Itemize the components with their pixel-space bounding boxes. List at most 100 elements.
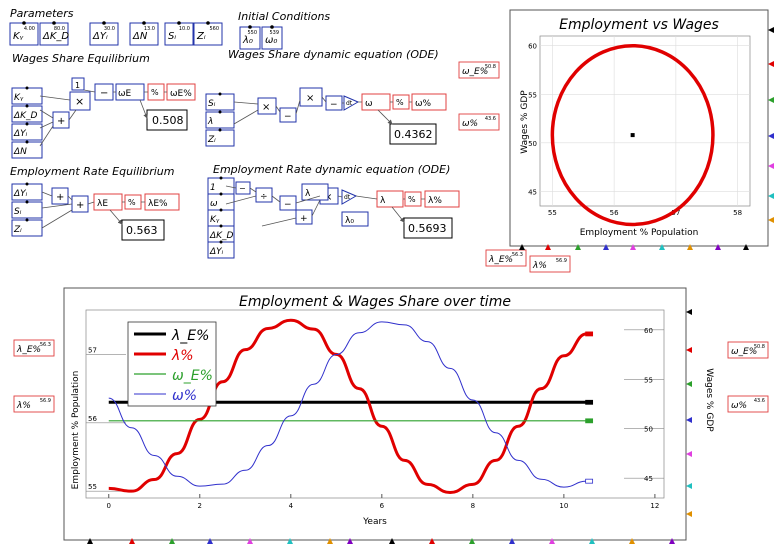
eq-inputs-input-2[interactable]: Zᵢ — [11, 218, 43, 237]
svg-text:−: − — [239, 184, 246, 193]
subtract-block-2[interactable] — [279, 107, 297, 123]
svg-text:λE: λE — [97, 199, 108, 209]
wo-inputs-input-1[interactable]: λ — [205, 110, 235, 129]
svg-text:Kᵧ: Kᵧ — [210, 215, 220, 225]
phase-plot-area — [539, 35, 751, 207]
wq-inputs-input-0[interactable]: Kᵧ — [11, 86, 43, 105]
svg-text:λ: λ — [380, 196, 386, 206]
wq-inputs-input-3[interactable]: ΔN — [11, 140, 43, 159]
phase-plot[interactable]: Employment vs Wages 55 56 57 58 45 50 55 60 Emp… — [509, 9, 769, 247]
eq-inputs-input-0[interactable]: ΔYᵢ — [11, 182, 43, 201]
phase-right-port-6 — [768, 217, 774, 223]
phase-ytick-1: 50 — [528, 140, 537, 148]
lambda-feedback[interactable] — [301, 183, 329, 201]
constant-one-block[interactable] — [71, 77, 85, 91]
divide-block[interactable] — [255, 187, 273, 203]
param-label-4: Sᵢ — [168, 31, 176, 42]
lambda0-input[interactable] — [341, 211, 369, 227]
phase-right-port-1 — [768, 61, 774, 67]
time-right-port-2 — [686, 381, 692, 387]
time-ylabel-right: Wages % GDP — [704, 368, 714, 432]
side-tag-0[interactable]: ω_E%50.8 — [458, 61, 500, 79]
time-port-8 — [389, 538, 395, 544]
phase-cycle-curve — [550, 43, 715, 227]
phase-tick-labels: 55 56 57 58 45 50 55 60 — [528, 43, 742, 217]
svg-text:%: % — [151, 88, 159, 97]
param-value-3: 13.0 — [144, 26, 155, 32]
time-ytick-0: 55 — [88, 483, 97, 491]
side-tag-2[interactable]: λ_E%56.3 — [485, 249, 527, 267]
svg-text:56.3: 56.3 — [40, 342, 51, 348]
svg-text:ΔN: ΔN — [13, 147, 27, 157]
svg-text:1: 1 — [75, 81, 80, 90]
eo-inputs-input-4[interactable]: ΔYᵢ — [207, 240, 235, 259]
svg-text:Kᵧ: Kᵧ — [14, 93, 24, 103]
phase-ytick-3: 60 — [528, 43, 537, 51]
time-xlabel: Years — [362, 517, 387, 527]
phase-plot-title: Employment vs Wages — [559, 17, 719, 33]
svg-text:Sᵢ: Sᵢ — [14, 207, 22, 217]
wages-eq-diagram: Kᵧ ΔK_D ΔYᵢ ΔN 1 × − + ωE % ωE% 0.508 — [11, 77, 196, 159]
phase-port-8 — [743, 244, 749, 250]
time-port-1 — [129, 538, 135, 544]
wages-ode-display — [389, 123, 437, 145]
time-series-1 — [108, 318, 587, 495]
sum-block-4[interactable] — [295, 209, 313, 225]
param-block-1[interactable]: ΔK_D80.0 — [39, 21, 69, 46]
phase-port-6 — [687, 244, 693, 250]
side-tag-4[interactable]: λ_E%56.3 — [13, 339, 55, 357]
svg-text:Zᵢ: Zᵢ — [13, 225, 22, 235]
phase-xtick-0: 55 — [548, 209, 557, 217]
time-marks — [108, 318, 594, 495]
multiply-block[interactable] — [69, 91, 91, 111]
phase-port-7 — [715, 244, 721, 250]
wo-inputs-input-2[interactable]: Zᵢ — [205, 128, 235, 147]
emp-eq-diagram: ΔYᵢ Sᵢ Zᵢ + + λE % λE% 0.563 — [11, 182, 180, 241]
time-xtick-6: 12 — [650, 502, 659, 510]
svg-text:λE%: λE% — [148, 199, 168, 209]
eo-inputs-input-3[interactable]: ΔK_D — [207, 224, 235, 243]
svg-text:56.9: 56.9 — [556, 258, 567, 264]
eq-inputs-input-1[interactable]: Sᵢ — [11, 200, 43, 219]
eo-inputs-input-2[interactable]: Kᵧ — [207, 208, 235, 227]
phase-port-4 — [630, 244, 636, 250]
eo-inputs-input-0[interactable]: 1 — [207, 176, 235, 195]
svg-text:λ: λ — [207, 117, 213, 127]
phase-right-port-4 — [768, 163, 774, 169]
side-tag-1[interactable]: ω% 43.6 — [458, 113, 500, 131]
side-tag-5[interactable]: λ% 56.9 — [13, 395, 55, 413]
svg-text:ω: ω — [365, 99, 373, 109]
eo-inputs-input-1[interactable]: ω — [207, 192, 235, 211]
svg-text:ω_E%: ω_E% — [462, 67, 488, 77]
section-title-initial-conditions: Initial Conditions — [238, 10, 330, 23]
svg-text:λ%: λ% — [16, 401, 31, 411]
time-right-port-6 — [686, 511, 692, 517]
side-tag-3[interactable]: λ% 56.9 — [529, 255, 571, 273]
time-plot[interactable]: Employment & Wages Share over time 0 2 4 6 8… — [63, 287, 714, 541]
wo-inputs-input-0[interactable]: Sᵢ — [205, 92, 235, 111]
time-series-end-1 — [585, 331, 594, 337]
wq-inputs-input-2[interactable]: ΔYᵢ — [11, 122, 43, 141]
phase-port-1 — [545, 244, 551, 250]
side-tag-7[interactable]: ω% 43.6 — [727, 395, 769, 413]
omega-e-output-label: ωE — [118, 89, 132, 99]
svg-text:ω%: ω% — [731, 401, 747, 411]
section-title-wages-ode: Wages Share dynamic equation (ODE) — [228, 48, 439, 61]
time-plot-title: Employment & Wages Share over time — [239, 294, 511, 310]
phase-port-5 — [659, 244, 665, 250]
svg-text:÷: ÷ — [260, 192, 268, 202]
time-y2tick-0: 45 — [644, 475, 653, 483]
side-tag-6[interactable]: ω_E%50.8 — [727, 341, 769, 359]
init-label-0: λ₀ — [242, 35, 253, 46]
time-series-end-2 — [585, 418, 594, 424]
phase-right-port-0 — [768, 27, 774, 33]
wq-inputs-input-1[interactable]: ΔK_D — [11, 104, 43, 123]
svg-text:×: × — [75, 95, 84, 108]
param-block-0[interactable]: Kᵧ4.00 — [9, 21, 39, 46]
